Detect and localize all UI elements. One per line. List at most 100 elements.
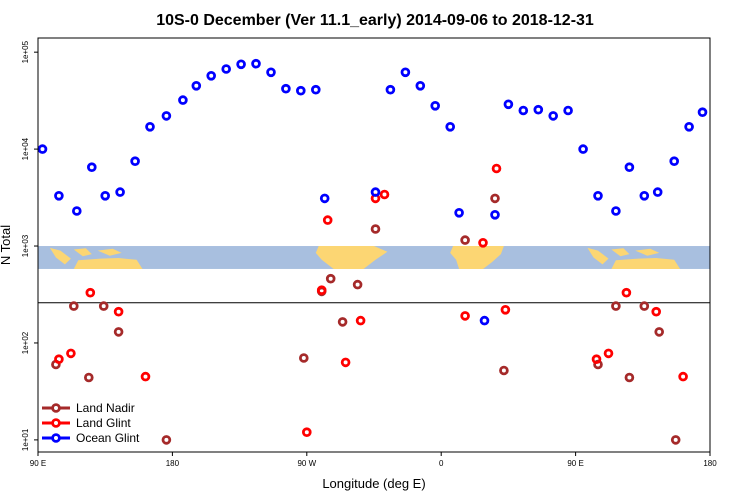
land-glint-point — [316, 285, 327, 296]
ocean-glint-point — [479, 315, 490, 326]
x-axis-label: Longitude (deg E) — [322, 476, 425, 491]
land-nadir-point — [639, 301, 650, 311]
ocean-glint-point — [385, 84, 396, 95]
chart-title: 10S-0 December (Ver 11.1_early) 2014-09-… — [156, 12, 594, 29]
y-tick-label: 1e+02 — [21, 331, 30, 354]
land-nadir-point — [624, 372, 635, 383]
map-land-9 — [611, 258, 681, 269]
ocean-glint-point — [415, 81, 426, 91]
map-land-4 — [315, 246, 388, 269]
legend-label: Land Nadir — [76, 401, 135, 415]
ocean-glint-point — [310, 84, 321, 95]
land-glint-point — [621, 287, 632, 298]
land-nadir-point — [298, 353, 309, 363]
legend-marker — [51, 418, 61, 428]
x-tick-label: 180 — [166, 459, 180, 468]
land-nadir-point — [337, 317, 348, 327]
land-nadir-point — [670, 435, 681, 445]
ocean-glint-point — [72, 206, 82, 216]
land-nadir-point — [161, 435, 172, 445]
map-land-8 — [635, 248, 660, 256]
ocean-glint-point — [578, 144, 588, 154]
ocean-glint-point — [319, 193, 330, 204]
land-glint-point — [85, 287, 96, 298]
land-nadir-point — [113, 327, 124, 337]
ocean-glint-point — [370, 187, 381, 197]
land-nadir-point — [460, 235, 470, 245]
ocean-glint-point — [503, 99, 514, 110]
y-axis-label: N Total — [0, 225, 13, 265]
ocean-glint-point — [251, 58, 261, 69]
ocean-glint-point — [430, 101, 441, 111]
land-glint-point — [113, 306, 124, 317]
land-nadir-point — [611, 301, 621, 311]
land-nadir-point — [98, 301, 109, 311]
ocean-glint-point — [221, 64, 232, 74]
ocean-glint-point — [400, 67, 411, 78]
ocean-glint-point — [236, 59, 246, 70]
map-land-2 — [97, 248, 122, 256]
land-glint-point — [54, 354, 64, 365]
land-glint-point — [678, 371, 688, 382]
ocean-glint-point — [266, 67, 276, 78]
ocean-glint-point — [684, 122, 694, 132]
ocean-glint-point — [639, 191, 650, 201]
ocean-glint-point — [518, 105, 529, 116]
x-tick-label: 90 E — [30, 459, 46, 468]
ocean-glint-point — [533, 104, 544, 115]
ocean-glint-point — [295, 85, 306, 96]
x-axis: 90 E 180 90 W 0 90 E 180 — [30, 452, 717, 468]
ocean-glint-point — [191, 81, 202, 91]
land-glint-point — [460, 311, 470, 321]
ocean-glint-point — [100, 191, 110, 201]
land-nadir-point — [654, 327, 664, 337]
ocean-glint-point — [624, 162, 635, 173]
y-axis: 1e+01 1e+02 1e+03 1e+04 1e+05 — [21, 40, 38, 451]
x-tick-label: 0 — [439, 459, 444, 468]
land-nadir-point — [499, 365, 509, 376]
y-tick-label: 1e+05 — [21, 40, 30, 63]
land-nadir-point — [352, 279, 363, 290]
ocean-glint-point — [611, 206, 621, 216]
ocean-glint-point — [490, 210, 500, 220]
ocean-glint-point — [454, 208, 464, 218]
map-land-3 — [73, 258, 143, 269]
ocean-glint-point — [87, 162, 97, 173]
ocean-glint-point — [652, 187, 663, 197]
data-points — [38, 58, 708, 445]
legend-label: Ocean Glint — [76, 431, 140, 445]
ocean-glint-point — [593, 191, 603, 201]
y-tick-label: 1e+04 — [21, 137, 30, 160]
x-tick-label: 90 W — [297, 459, 316, 468]
ocean-glint-point — [206, 71, 217, 81]
ocean-glint-point — [178, 95, 188, 105]
land-glint-point — [491, 163, 502, 174]
ocean-glint-point — [161, 111, 172, 121]
land-glint-point — [322, 215, 333, 225]
land-glint-point — [355, 315, 366, 326]
ocean-glint-point — [115, 187, 125, 197]
land-nadir-point — [370, 224, 381, 234]
land-glint-point — [340, 357, 351, 368]
land-nadir-point — [325, 273, 336, 284]
ocean-glint-point — [445, 122, 456, 132]
land-glint-point — [500, 304, 511, 315]
ocean-glint-point — [281, 83, 291, 94]
ocean-glint-point — [145, 122, 155, 132]
map-land-1 — [73, 248, 92, 257]
land-glint-point — [66, 348, 76, 359]
legend-marker — [51, 403, 61, 413]
ocean-glint-point — [130, 156, 140, 167]
land-nadir-point — [84, 372, 94, 383]
legend-marker — [51, 433, 61, 443]
x-tick-label: 90 E — [567, 459, 583, 468]
land-glint-point — [140, 371, 151, 382]
ocean-glint-point — [563, 105, 573, 116]
y-tick-label: 1e+01 — [21, 428, 30, 451]
ocean-glint-point — [548, 111, 558, 121]
map-land-5 — [450, 246, 504, 269]
ocean-glint-point — [54, 191, 64, 201]
map-land-7 — [611, 248, 630, 257]
